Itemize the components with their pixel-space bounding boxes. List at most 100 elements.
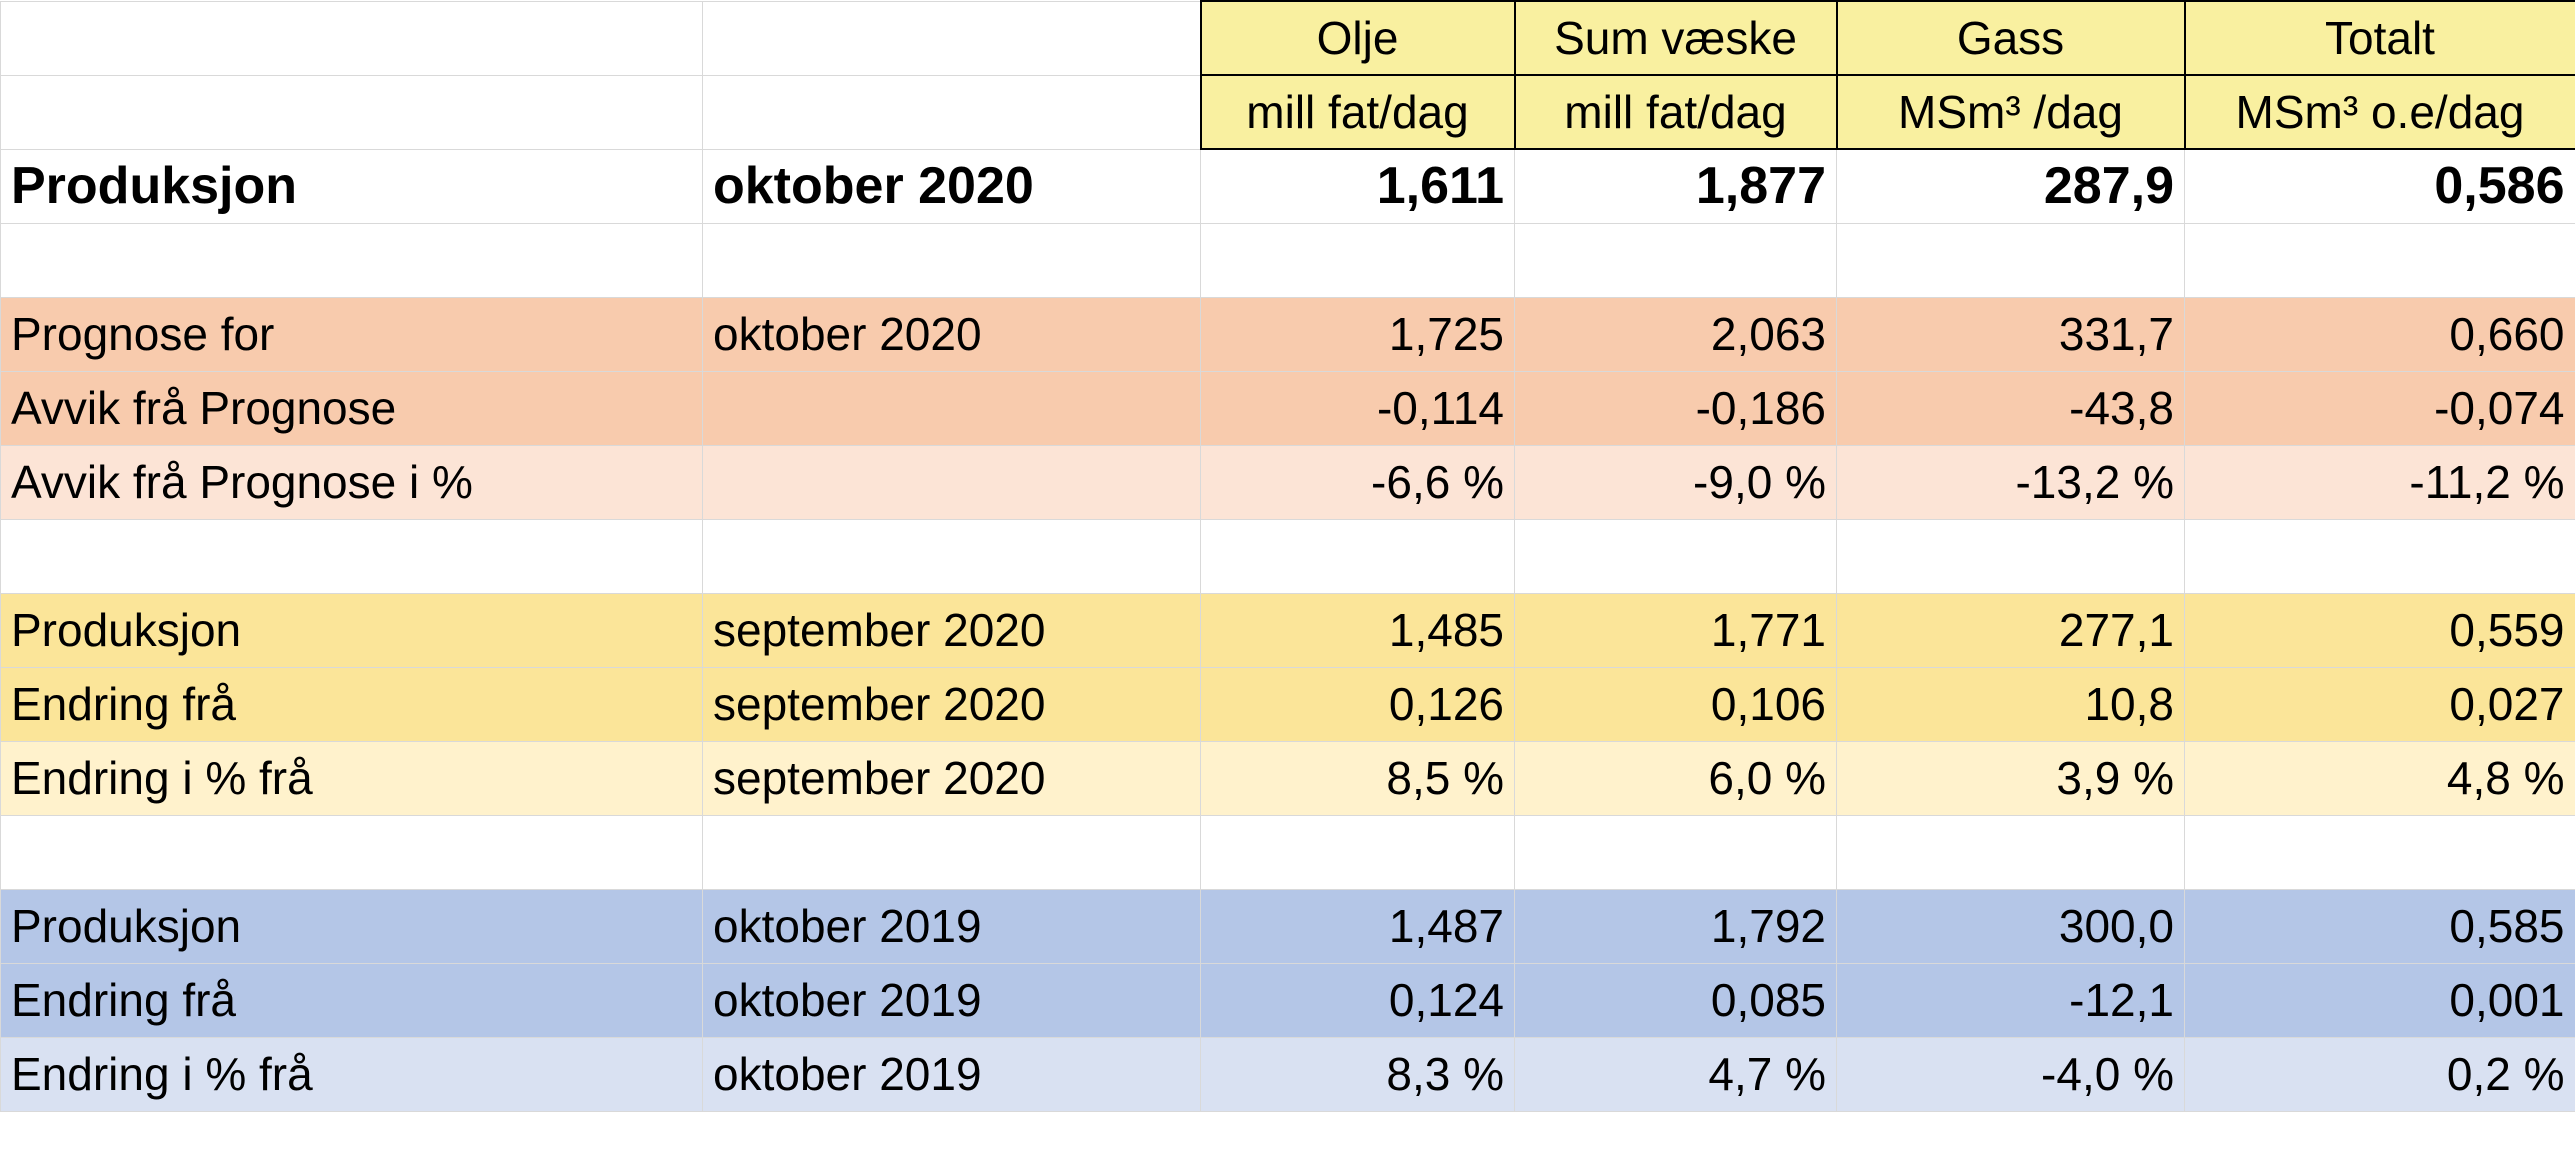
row-period[interactable]: oktober 2019: [702, 1036, 1201, 1112]
value-gass[interactable]: 277,1: [1836, 592, 2185, 668]
row-period[interactable]: oktober 2020: [702, 296, 1201, 372]
cell-blank[interactable]: [2184, 814, 2575, 890]
value-totalt[interactable]: -0,074: [2184, 370, 2575, 446]
spacer-row: [0, 814, 2575, 890]
table-row: Prognose for oktober 2020 1,725 2,063 33…: [0, 296, 2575, 372]
cell-blank[interactable]: [1514, 222, 1837, 298]
row-label[interactable]: Produksjon: [0, 148, 703, 224]
value-sum-vaeske[interactable]: 0,085: [1514, 962, 1837, 1038]
cell-blank[interactable]: [1836, 222, 2185, 298]
table-row: Produksjon september 2020 1,485 1,771 27…: [0, 592, 2575, 668]
row-period[interactable]: september 2020: [702, 592, 1201, 668]
value-sum-vaeske[interactable]: 1,877: [1514, 148, 1837, 224]
value-olje[interactable]: 1,485: [1200, 592, 1515, 668]
cell-blank[interactable]: [0, 814, 703, 890]
value-totalt[interactable]: 4,8 %: [2184, 740, 2575, 816]
cell-blank[interactable]: [1514, 518, 1837, 594]
header-sum-vaeske[interactable]: Sum væske: [1513, 0, 1838, 76]
value-olje[interactable]: 8,3 %: [1200, 1036, 1515, 1112]
header-olje[interactable]: Olje: [1199, 0, 1516, 76]
row-label[interactable]: Endring frå: [0, 962, 703, 1038]
value-totalt[interactable]: 0,559: [2184, 592, 2575, 668]
row-period[interactable]: september 2020: [702, 740, 1201, 816]
value-gass[interactable]: 10,8: [1836, 666, 2185, 742]
value-olje[interactable]: 0,124: [1200, 962, 1515, 1038]
table-row: Endring frå september 2020 0,126 0,106 1…: [0, 666, 2575, 742]
cell-blank[interactable]: [0, 222, 703, 298]
header-gass[interactable]: Gass: [1835, 0, 2186, 76]
cell-blank[interactable]: [1836, 814, 2185, 890]
value-olje[interactable]: 1,487: [1200, 888, 1515, 964]
value-totalt[interactable]: 0,2 %: [2184, 1036, 2575, 1112]
cell-blank[interactable]: [0, 74, 703, 150]
row-label[interactable]: Produksjon: [0, 888, 703, 964]
unit-totalt[interactable]: MSm³ o.e/dag: [2183, 74, 2575, 150]
row-label[interactable]: Endring frå: [0, 666, 703, 742]
spacer-row: [0, 518, 2575, 594]
cell-blank[interactable]: [0, 0, 703, 76]
value-totalt[interactable]: -11,2 %: [2184, 444, 2575, 520]
value-sum-vaeske[interactable]: 6,0 %: [1514, 740, 1837, 816]
cell-blank[interactable]: [1836, 518, 2185, 594]
value-totalt[interactable]: 0,586: [2184, 148, 2575, 224]
value-gass[interactable]: -43,8: [1836, 370, 2185, 446]
cell-blank[interactable]: [2184, 518, 2575, 594]
value-gass[interactable]: 300,0: [1836, 888, 2185, 964]
cell-blank[interactable]: [702, 222, 1201, 298]
cell-blank[interactable]: [1200, 222, 1515, 298]
cell-blank[interactable]: [1200, 518, 1515, 594]
value-sum-vaeske[interactable]: -0,186: [1514, 370, 1837, 446]
value-olje[interactable]: -0,114: [1200, 370, 1515, 446]
cell-blank[interactable]: [1200, 814, 1515, 890]
row-period[interactable]: september 2020: [702, 666, 1201, 742]
cell-blank[interactable]: [702, 0, 1201, 76]
cell-blank[interactable]: [0, 518, 703, 594]
value-gass[interactable]: 331,7: [1836, 296, 2185, 372]
value-totalt[interactable]: 0,585: [2184, 888, 2575, 964]
row-period[interactable]: oktober 2020: [702, 148, 1201, 224]
value-gass[interactable]: -4,0 %: [1836, 1036, 2185, 1112]
row-period[interactable]: [702, 444, 1201, 520]
table-row: Endring i % frå september 2020 8,5 % 6,0…: [0, 740, 2575, 816]
value-gass[interactable]: -12,1: [1836, 962, 2185, 1038]
row-period[interactable]: [702, 370, 1201, 446]
value-olje[interactable]: 8,5 %: [1200, 740, 1515, 816]
row-period[interactable]: oktober 2019: [702, 888, 1201, 964]
value-sum-vaeske[interactable]: 2,063: [1514, 296, 1837, 372]
value-sum-vaeske[interactable]: -9,0 %: [1514, 444, 1837, 520]
value-sum-vaeske[interactable]: 1,771: [1514, 592, 1837, 668]
table-row: Avvik frå Prognose i % -6,6 % -9,0 % -13…: [0, 444, 2575, 520]
value-gass[interactable]: -13,2 %: [1836, 444, 2185, 520]
row-period[interactable]: oktober 2019: [702, 962, 1201, 1038]
cell-blank[interactable]: [702, 518, 1201, 594]
cell-blank[interactable]: [2184, 222, 2575, 298]
cell-blank[interactable]: [1514, 814, 1837, 890]
cell-blank[interactable]: [702, 814, 1201, 890]
row-label[interactable]: Produksjon: [0, 592, 703, 668]
value-gass[interactable]: 287,9: [1836, 148, 2185, 224]
value-sum-vaeske[interactable]: 0,106: [1514, 666, 1837, 742]
unit-sum-vaeske[interactable]: mill fat/dag: [1513, 74, 1838, 150]
row-label[interactable]: Prognose for: [0, 296, 703, 372]
spacer-row: [0, 222, 2575, 298]
table-row: Endring i % frå oktober 2019 8,3 % 4,7 %…: [0, 1036, 2575, 1112]
value-totalt[interactable]: 0,660: [2184, 296, 2575, 372]
value-olje[interactable]: -6,6 %: [1200, 444, 1515, 520]
value-totalt[interactable]: 0,001: [2184, 962, 2575, 1038]
row-label[interactable]: Avvik frå Prognose i %: [0, 444, 703, 520]
unit-gass[interactable]: MSm³ /dag: [1835, 74, 2186, 150]
value-sum-vaeske[interactable]: 4,7 %: [1514, 1036, 1837, 1112]
cell-blank[interactable]: [702, 74, 1201, 150]
value-olje[interactable]: 1,725: [1200, 296, 1515, 372]
header-totalt[interactable]: Totalt: [2183, 0, 2575, 76]
value-totalt[interactable]: 0,027: [2184, 666, 2575, 742]
table-row: Endring frå oktober 2019 0,124 0,085 -12…: [0, 962, 2575, 1038]
value-olje[interactable]: 1,611: [1200, 148, 1515, 224]
row-label[interactable]: Endring i % frå: [0, 740, 703, 816]
row-label[interactable]: Endring i % frå: [0, 1036, 703, 1112]
unit-olje[interactable]: mill fat/dag: [1199, 74, 1516, 150]
value-sum-vaeske[interactable]: 1,792: [1514, 888, 1837, 964]
row-label[interactable]: Avvik frå Prognose: [0, 370, 703, 446]
value-olje[interactable]: 0,126: [1200, 666, 1515, 742]
value-gass[interactable]: 3,9 %: [1836, 740, 2185, 816]
